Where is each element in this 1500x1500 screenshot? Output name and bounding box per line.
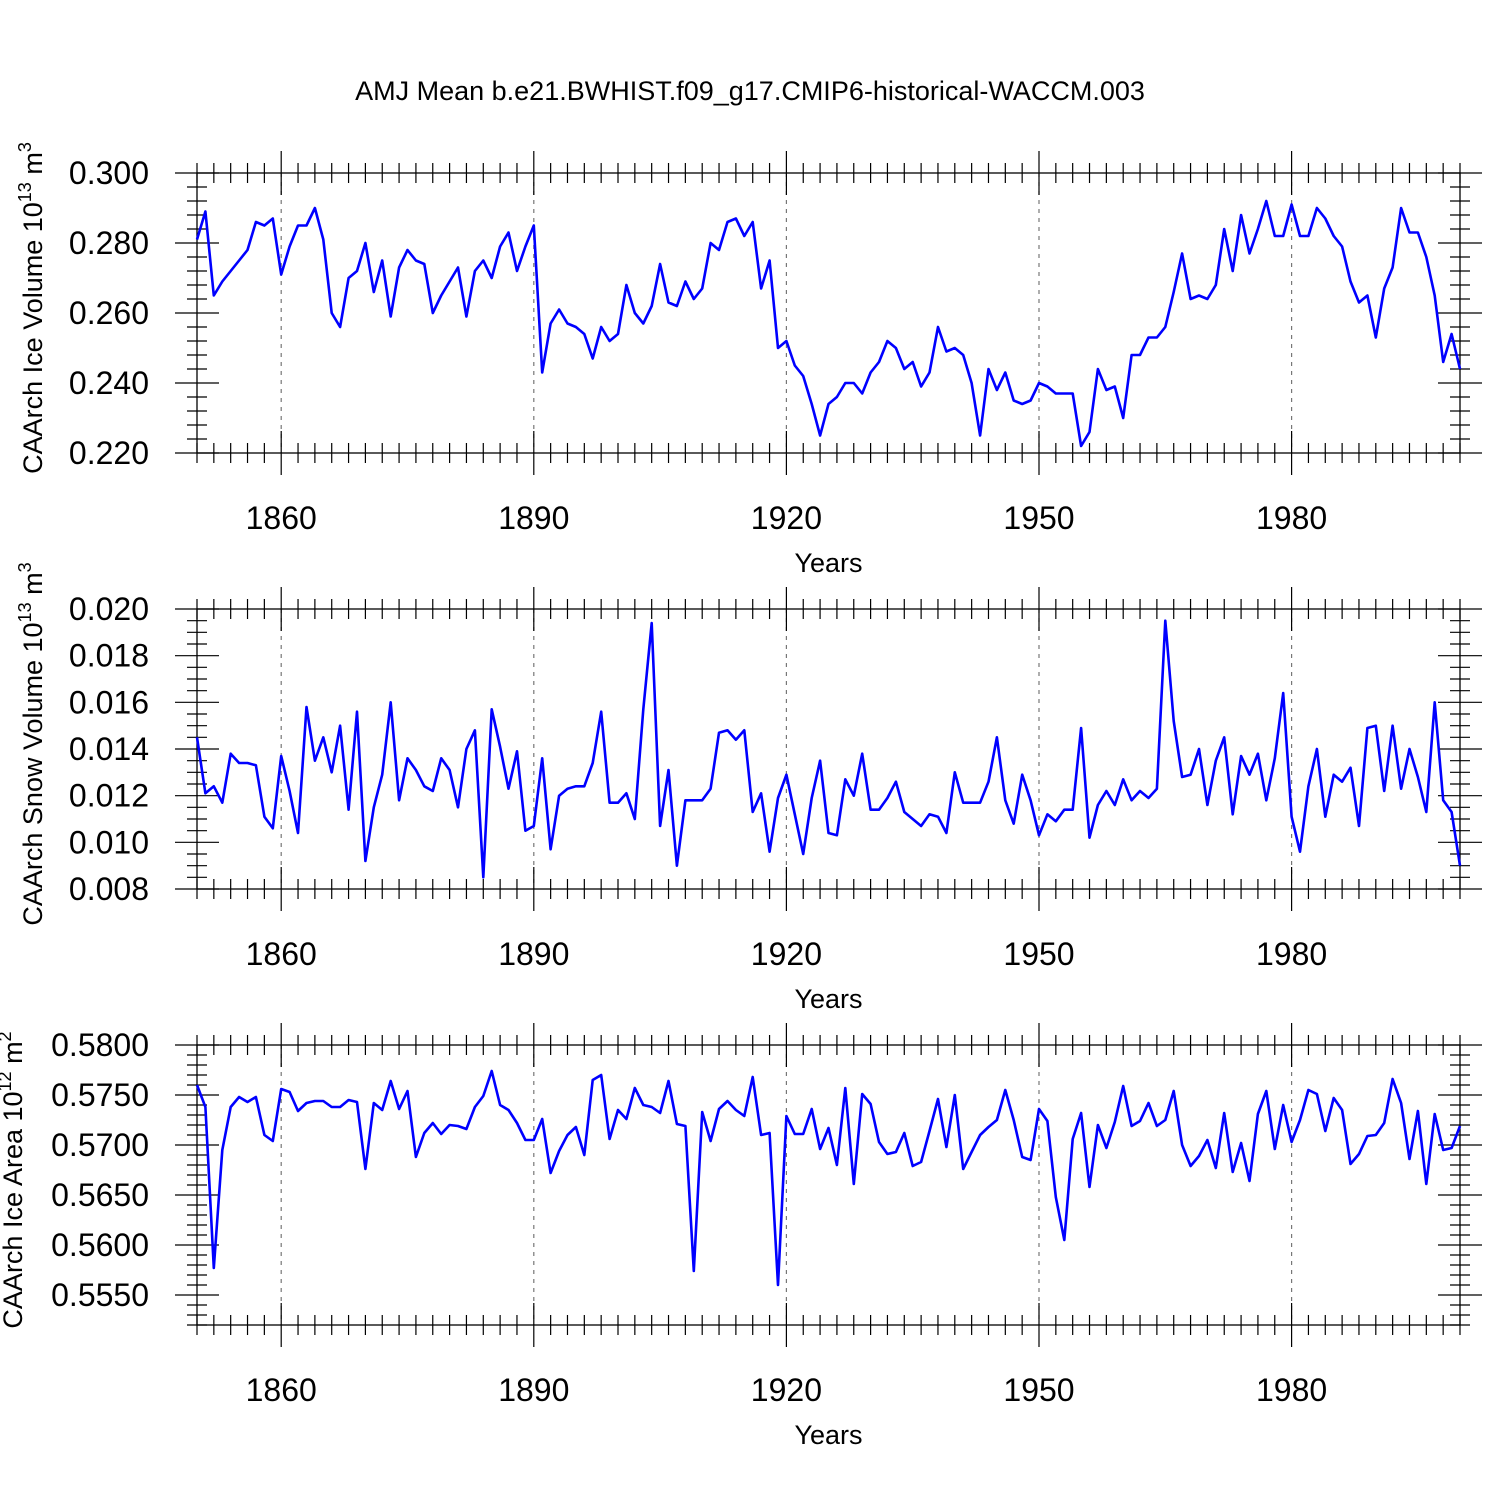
x-tick-label: 1890 (498, 500, 569, 536)
y-tick-label: 0.240 (69, 365, 149, 401)
x-tick-label: 1980 (1256, 936, 1327, 972)
x-axis-label: Years (794, 984, 862, 1014)
x-tick-label: 1920 (751, 1372, 822, 1408)
y-tick-label: 0.280 (69, 225, 149, 261)
y-axis-label: CAArch Ice Area 1012 m2 (0, 1031, 28, 1328)
y-tick-label: 0.008 (69, 871, 149, 907)
y-axis-label-text: CAArch Ice Volume 10 (18, 202, 48, 474)
y-axis-label-text: CAArch Ice Area 10 (0, 1091, 28, 1328)
y-tick-label: 0.5650 (51, 1177, 149, 1213)
chart-panel-2: 0.008 0.010 0.012 0.014 0.016 0.018 0.020 1860 1… (15, 562, 1482, 1014)
y-tick-label: 0.260 (69, 295, 149, 331)
x-tick-label: 1860 (246, 1372, 317, 1408)
y-axis-label-exponent: 13 (15, 182, 35, 202)
x-axis-label: Years (794, 1420, 862, 1450)
y-axis-label: CAArch Snow Volume 1013 m3 (15, 562, 48, 925)
y-axis-label-exponent: 13 (15, 602, 35, 622)
plot-frame (196, 608, 1461, 890)
x-tick-label: 1860 (246, 500, 317, 536)
figure-title: AMJ Mean b.e21.BWHIST.f09_g17.CMIP6-hist… (355, 76, 1145, 106)
y-axis-label-unit: m (0, 1041, 28, 1071)
x-tick-label: 1950 (1003, 936, 1074, 972)
x-tick-label: 1890 (498, 936, 569, 972)
y-tick-label: 0.012 (69, 778, 149, 814)
x-tick-label: 1860 (246, 936, 317, 972)
y-tick-label: 0.014 (69, 731, 149, 767)
y-tick-label: 0.020 (69, 591, 149, 627)
y-axis-label-unit: m (18, 572, 48, 602)
plot-frame (196, 172, 1461, 454)
y-axis-label-unit-exponent: 2 (0, 1031, 15, 1041)
y-tick-label: 0.018 (69, 638, 149, 674)
y-axis-label-text: CAArch Snow Volume 10 (18, 622, 48, 925)
x-tick-label: 1920 (751, 500, 822, 536)
y-axis-label-unit-exponent: 3 (15, 142, 35, 152)
chart-panel-3: 0.5550 0.5600 0.5650 0.5700 0.5750 0.5800 1860… (0, 1023, 1482, 1450)
y-axis-label-unit: m (18, 152, 48, 182)
series-line (195, 619, 1462, 879)
y-tick-label: 0.5800 (51, 1027, 149, 1063)
x-tick-label: 1920 (751, 936, 822, 972)
plot-frame (196, 1044, 1461, 1326)
y-axis-label: CAArch Ice Volume 1013 m3 (15, 142, 48, 474)
x-tick-label: 1950 (1003, 1372, 1074, 1408)
y-tick-label: 0.300 (69, 155, 149, 191)
x-tick-label: 1980 (1256, 1372, 1327, 1408)
panels: 0.220 0.240 0.260 0.280 0.300 1860 1890 1920 195… (0, 142, 1482, 1450)
x-tick-label: 1980 (1256, 500, 1327, 536)
x-axis-label: Years (794, 548, 862, 578)
y-axis-label-unit-exponent: 3 (15, 562, 35, 572)
y-tick-label: 0.5550 (51, 1277, 149, 1313)
y-tick-label: 0.016 (69, 684, 149, 720)
series-line (195, 199, 1462, 448)
y-tick-label: 0.010 (69, 824, 149, 860)
x-tick-label: 1890 (498, 1372, 569, 1408)
x-tick-label: 1950 (1003, 500, 1074, 536)
y-tick-label: 0.5600 (51, 1227, 149, 1263)
series-line (195, 1069, 1462, 1287)
chart-panel-1: 0.220 0.240 0.260 0.280 0.300 1860 1890 1920 195… (15, 142, 1482, 578)
y-axis-label-exponent: 12 (0, 1071, 15, 1091)
y-tick-label: 0.220 (69, 435, 149, 471)
y-tick-label: 0.5750 (51, 1077, 149, 1113)
y-tick-label: 0.5700 (51, 1127, 149, 1163)
